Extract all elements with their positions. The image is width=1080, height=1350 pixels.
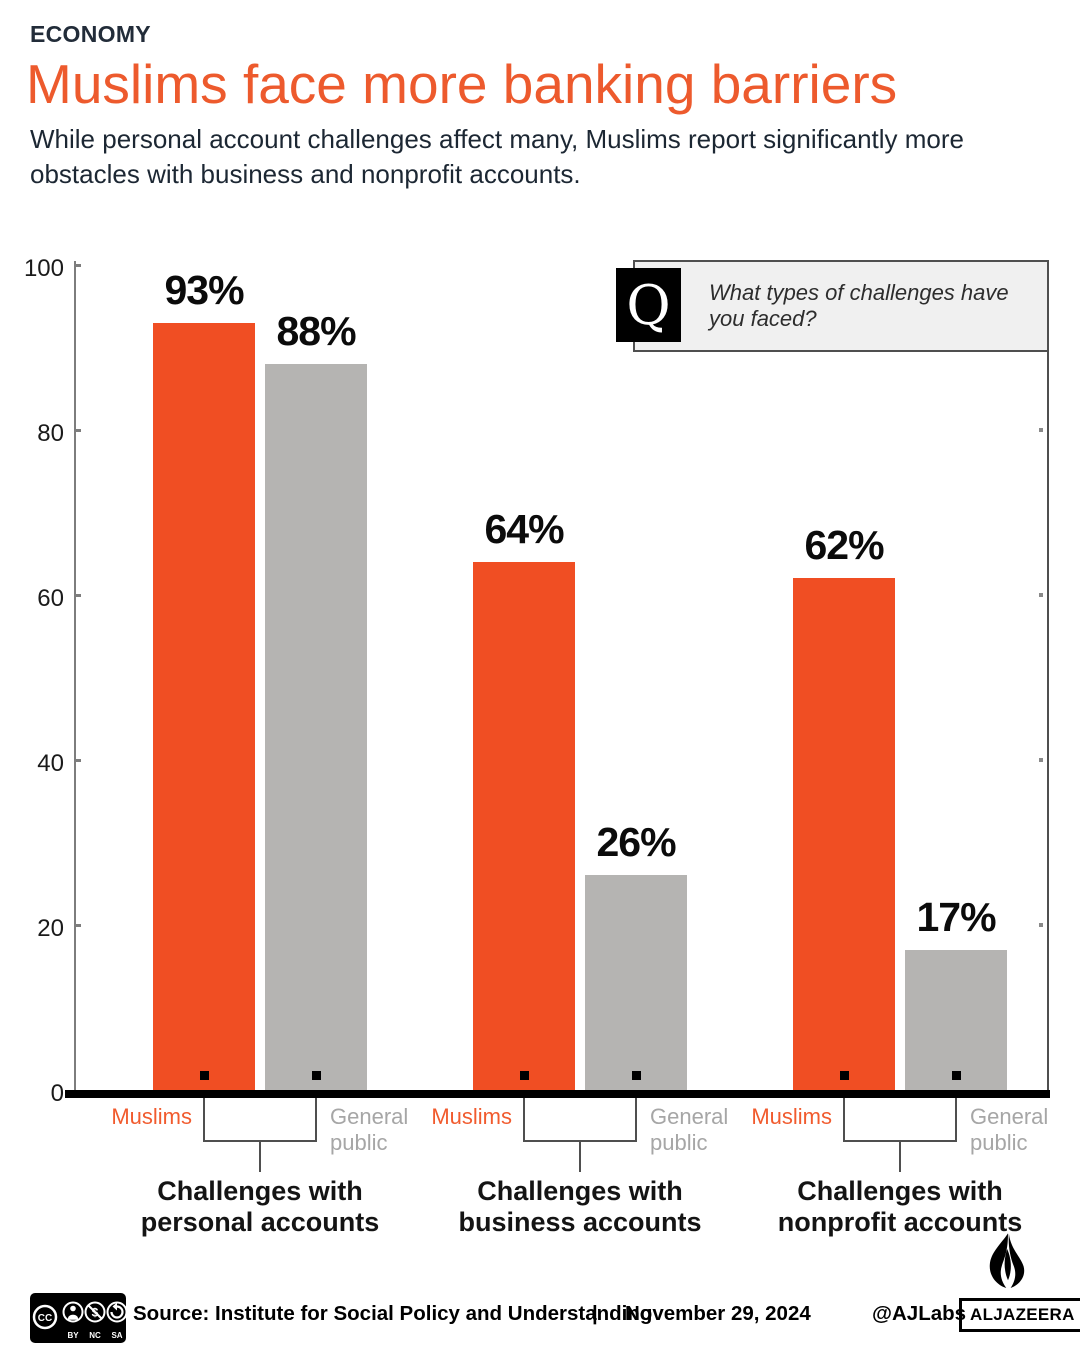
right-tick-dot bbox=[1039, 758, 1043, 762]
bar-marker-square bbox=[839, 1071, 849, 1080]
bar-value-label: 26% bbox=[596, 819, 676, 865]
right-tick-dot bbox=[1039, 428, 1043, 432]
bar-general-public bbox=[905, 950, 1007, 1090]
ajlabs-credit: @AJLabs bbox=[872, 1302, 967, 1325]
source-value: Institute for Social Policy and Understa… bbox=[215, 1302, 653, 1325]
question-text: What types of challenges have you faced? bbox=[709, 280, 1009, 331]
cc-sa-label: SA bbox=[111, 1331, 122, 1340]
ytick-label: 60 bbox=[37, 585, 64, 612]
bracket-line bbox=[843, 1080, 845, 1142]
right-axis bbox=[1047, 352, 1049, 1090]
cc-by-label: BY bbox=[67, 1331, 79, 1340]
cc-nc-icon bbox=[84, 1301, 106, 1323]
right-tick-dot bbox=[1039, 593, 1043, 597]
source-text: Source: Institute for Social Policy and … bbox=[133, 1302, 652, 1326]
bracket-line bbox=[579, 1140, 581, 1172]
ytick-mark bbox=[76, 924, 81, 927]
series-label-general-public: General public bbox=[330, 1104, 409, 1155]
series-label-muslims: Muslims bbox=[111, 1104, 192, 1129]
bar-marker-square bbox=[631, 1071, 641, 1080]
bracket-line bbox=[203, 1080, 205, 1142]
ytick-label: 40 bbox=[37, 750, 64, 777]
ytick-mark bbox=[76, 429, 81, 432]
x-axis bbox=[65, 1090, 1050, 1098]
ytick-label: 0 bbox=[50, 1080, 64, 1107]
bar-marker-square bbox=[199, 1071, 209, 1080]
question-q-icon: Q bbox=[616, 268, 681, 342]
question-box: What types of challenges have you faced? bbox=[633, 260, 1049, 352]
bar-marker-square bbox=[951, 1071, 961, 1080]
right-tick-dot bbox=[1039, 923, 1043, 927]
bar-marker-square bbox=[311, 1071, 321, 1080]
ytick-label: 80 bbox=[37, 420, 64, 447]
bar-muslims bbox=[473, 562, 575, 1090]
series-label-muslims: Muslims bbox=[751, 1104, 832, 1129]
cc-nc-label: NC bbox=[89, 1331, 101, 1340]
series-label-muslims: Muslims bbox=[431, 1104, 512, 1129]
footer-separator: | bbox=[592, 1302, 598, 1325]
bar-general-public bbox=[265, 364, 367, 1090]
bar-muslims bbox=[153, 323, 255, 1090]
date-text: November 29, 2024 bbox=[625, 1302, 811, 1325]
ytick-mark bbox=[76, 594, 81, 597]
ytick-label: 100 bbox=[23, 255, 64, 282]
bracket-line bbox=[259, 1140, 261, 1172]
cc-label: CC bbox=[38, 1313, 52, 1324]
cc-icon bbox=[32, 1304, 58, 1330]
cc-by-icon bbox=[62, 1301, 84, 1323]
series-label-general-public: General public bbox=[650, 1104, 729, 1155]
bar-value-label: 93% bbox=[164, 267, 244, 313]
cc-license-badge: CC BY $ NC SA bbox=[30, 1293, 126, 1343]
ytick-mark bbox=[76, 759, 81, 762]
bar-value-label: 17% bbox=[916, 894, 996, 940]
bracket-line bbox=[315, 1080, 317, 1142]
bar-value-label: 62% bbox=[804, 522, 884, 568]
bracket-line bbox=[899, 1140, 901, 1172]
page-title: Muslims face more banking barriers bbox=[26, 53, 898, 115]
y-axis bbox=[74, 261, 76, 1090]
category-label: Challenges with business accounts bbox=[458, 1176, 702, 1237]
aljazeera-flame-icon bbox=[989, 1233, 1025, 1288]
ytick-mark bbox=[76, 264, 81, 267]
section-kicker: ECONOMY bbox=[30, 21, 151, 47]
bracket-line bbox=[523, 1080, 525, 1142]
bar-muslims bbox=[793, 578, 895, 1090]
series-label-general-public: General public bbox=[970, 1104, 1049, 1155]
ytick-label: 20 bbox=[37, 915, 64, 942]
category-label: Challenges with nonprofit accounts bbox=[777, 1176, 1023, 1237]
bracket-line bbox=[955, 1080, 957, 1142]
bar-value-label: 64% bbox=[484, 506, 564, 552]
source-label: Source: bbox=[133, 1302, 210, 1325]
bar-value-label: 88% bbox=[276, 308, 356, 354]
bracket-line bbox=[635, 1080, 637, 1142]
category-label: Challenges with personal accounts bbox=[140, 1176, 380, 1237]
bar-marker-square bbox=[519, 1071, 529, 1080]
page-subtitle: While personal account challenges affect… bbox=[30, 124, 965, 189]
bar-general-public bbox=[585, 875, 687, 1090]
aljazeera-logo-box: ALJAZEERA bbox=[959, 1298, 1080, 1332]
